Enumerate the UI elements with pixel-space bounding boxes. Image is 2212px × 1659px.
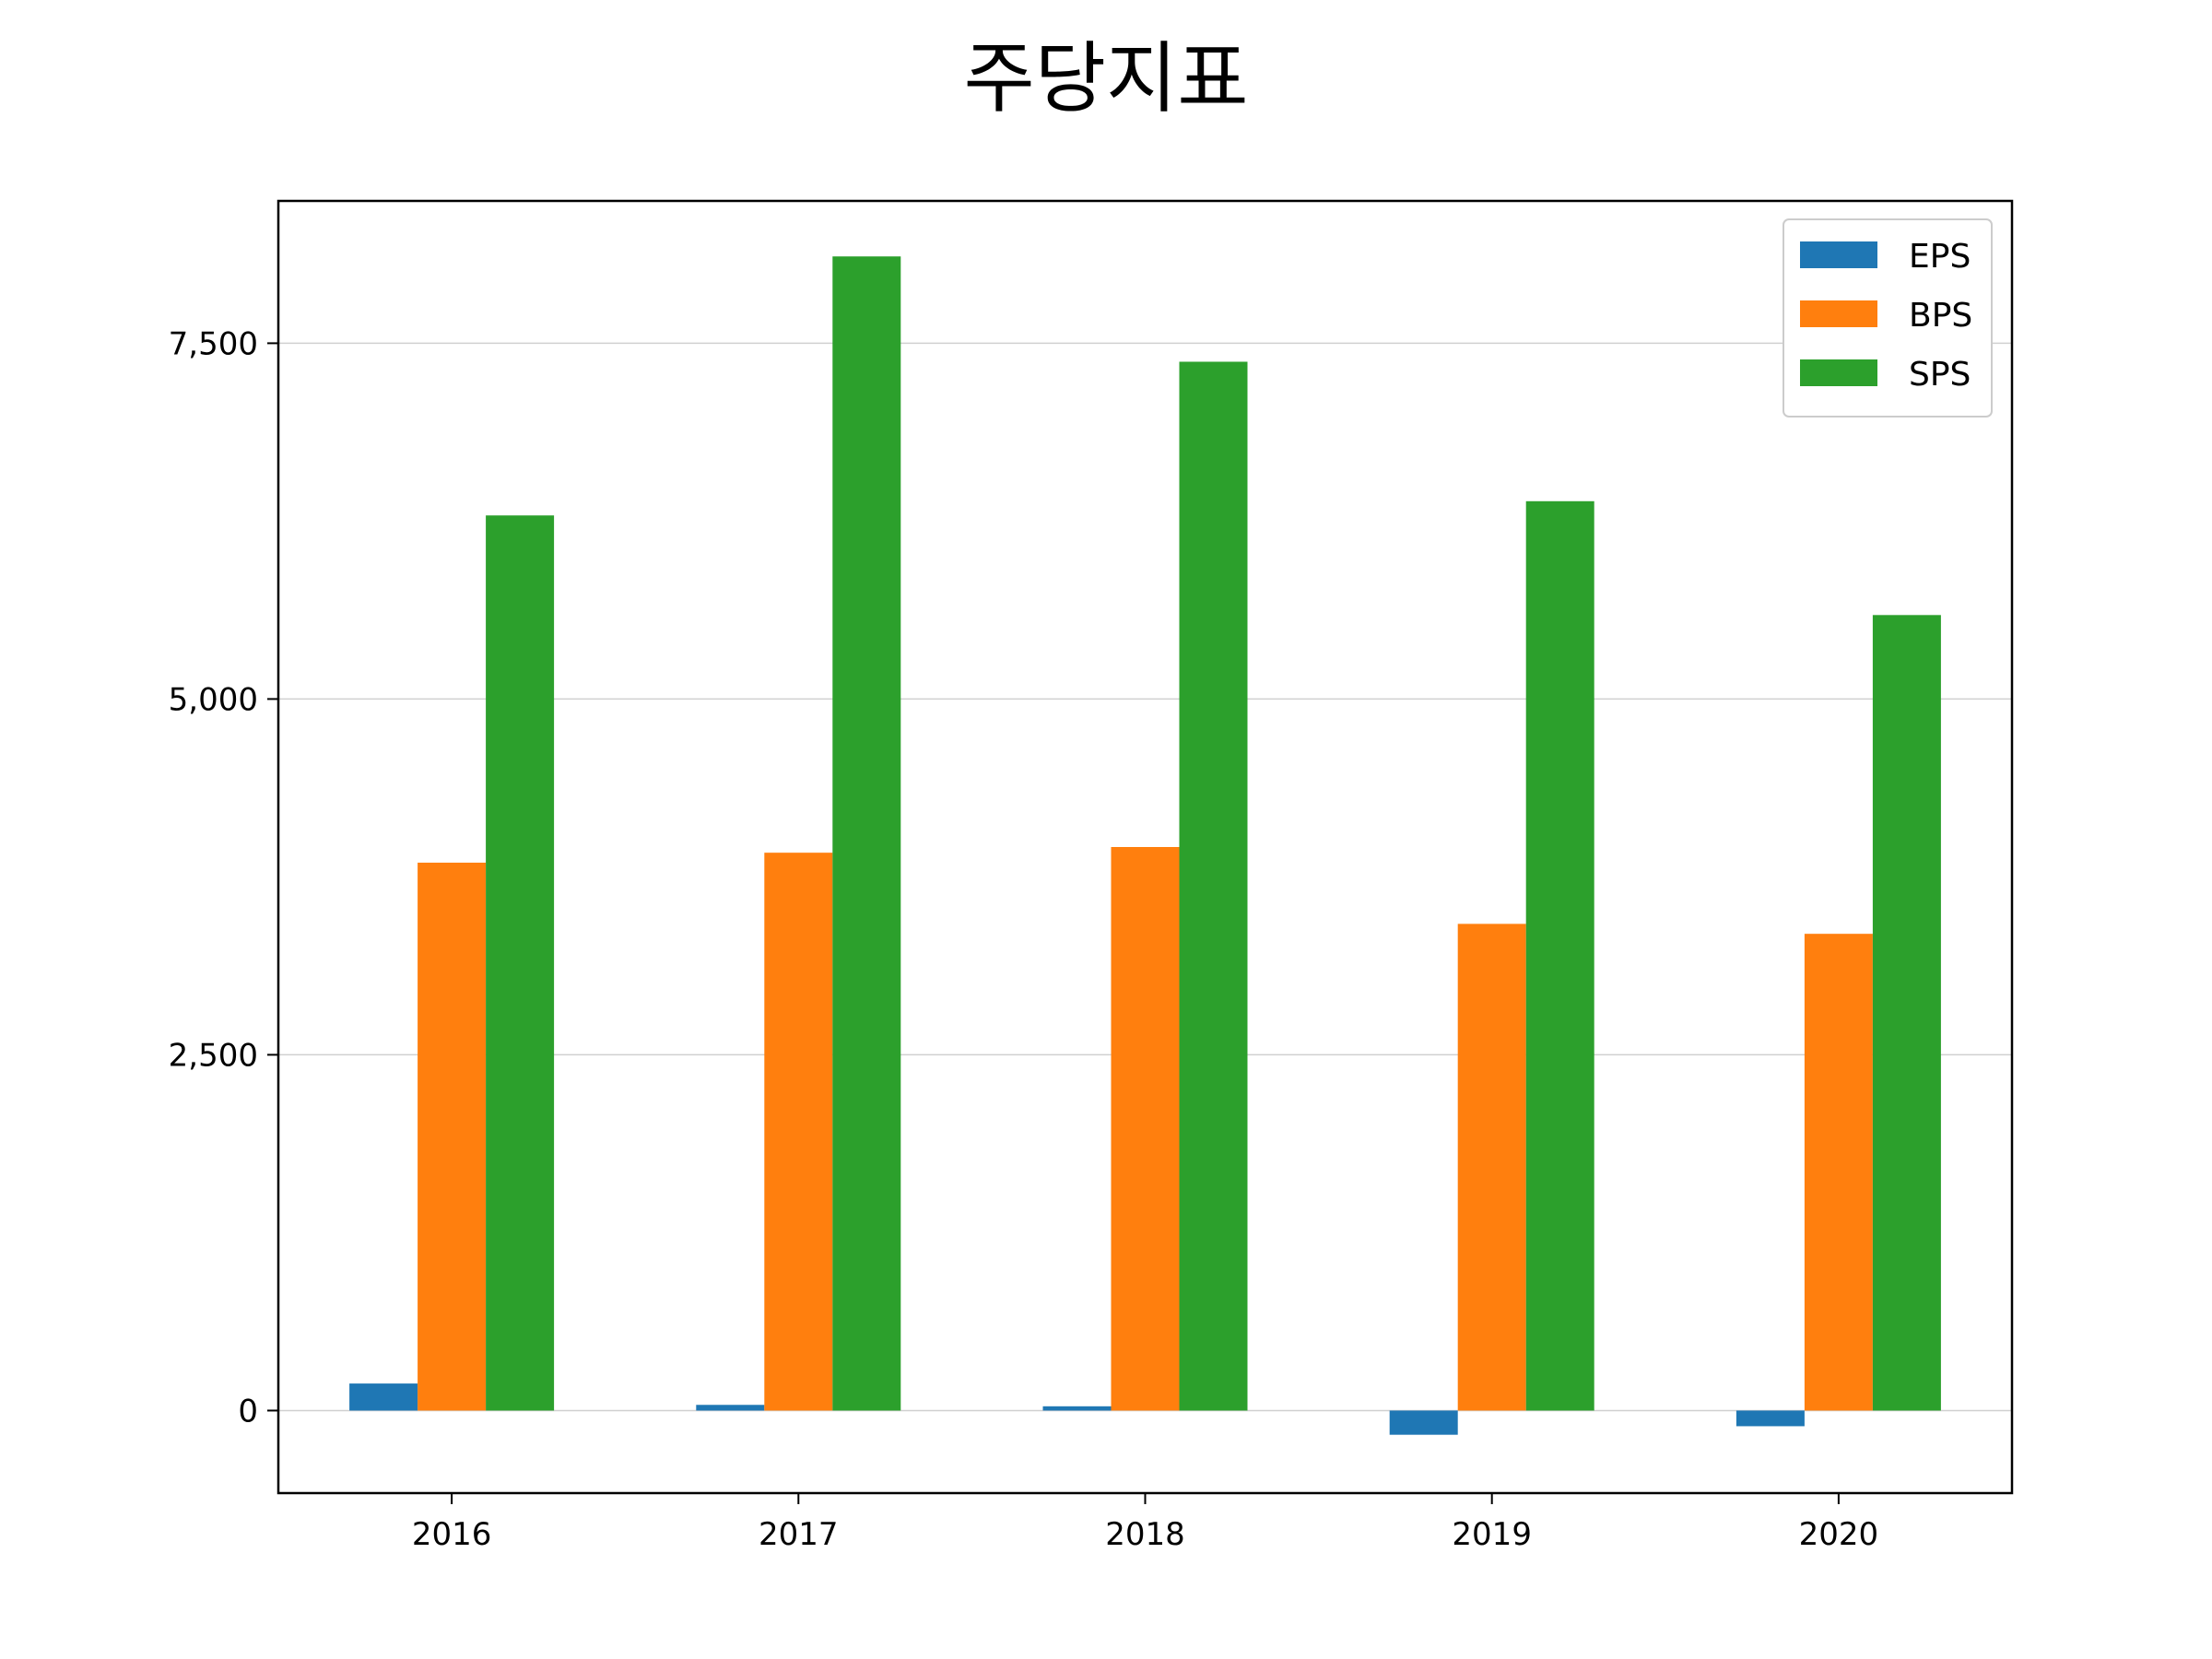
bar-bps-2019: [1457, 924, 1526, 1411]
legend-label-bps: BPS: [1909, 297, 1972, 335]
y-tick-label: 0: [238, 1393, 258, 1430]
bar-bps-2017: [764, 853, 833, 1411]
bar-eps-2016: [349, 1383, 418, 1411]
ticks: 0 2,500 5,000 7,500 2016 2017 2018 2019 2020: [169, 325, 1879, 1553]
bar-sps-2017: [832, 256, 901, 1411]
chart-title: 주당지표: [963, 33, 1249, 124]
legend: EPS BPS SPS: [1783, 218, 1993, 418]
legend-label-eps: EPS: [1909, 238, 1971, 276]
bar-eps-2018: [1042, 1406, 1112, 1411]
legend-swatch-eps: [1800, 241, 1877, 268]
y-tick-label: 7,500: [169, 325, 258, 362]
bars: [349, 256, 1941, 1435]
legend-swatch-sps: [1800, 359, 1877, 386]
bar-sps-2020: [1872, 615, 1941, 1411]
y-tick-label: 2,500: [169, 1037, 258, 1074]
x-tick-label: 2019: [1452, 1516, 1532, 1553]
legend-label-sps: SPS: [1909, 356, 1971, 394]
bar-eps-2019: [1389, 1410, 1458, 1435]
bar-bps-2018: [1111, 847, 1180, 1411]
bar-eps-2020: [1735, 1410, 1805, 1427]
x-tick-label: 2017: [759, 1516, 839, 1553]
bar-sps-2016: [486, 515, 555, 1411]
legend-swatch-bps: [1800, 300, 1877, 327]
x-tick-label: 2016: [412, 1516, 492, 1553]
bar-bps-2016: [418, 862, 487, 1411]
bar-sps-2019: [1525, 500, 1594, 1411]
y-tick-label: 5,000: [169, 681, 258, 718]
x-tick-label: 2018: [1105, 1516, 1185, 1553]
bar-eps-2017: [696, 1405, 765, 1411]
x-tick-label: 2020: [1799, 1516, 1879, 1553]
bar-sps-2018: [1179, 361, 1248, 1411]
bar-bps-2020: [1804, 934, 1873, 1411]
